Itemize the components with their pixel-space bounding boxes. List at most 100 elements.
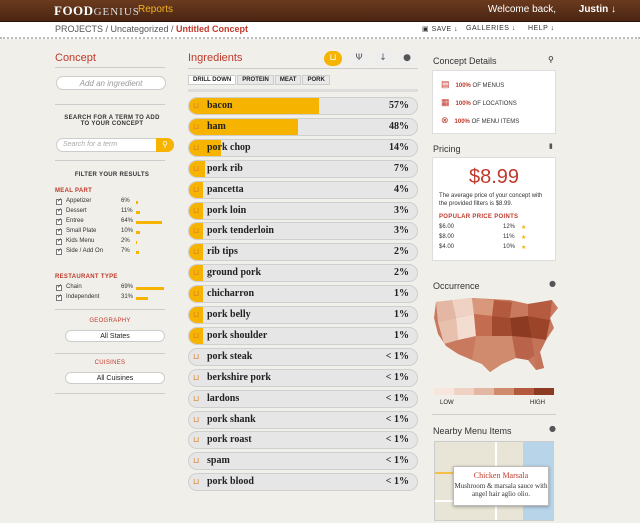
ingredient-pct: 2%: [394, 267, 409, 279]
ingredient-row[interactable]: ⊔ pork steak < 1%: [188, 347, 418, 366]
basket-icon[interactable]: ⊔: [193, 268, 200, 278]
filter-row[interactable]: ✓ Chain 69%: [56, 284, 166, 293]
ingredient-row[interactable]: ⊔ pork chop 14%: [188, 138, 418, 157]
ingredient-row[interactable]: ⊔ pork roast < 1%: [188, 431, 418, 450]
reports-link[interactable]: Reports: [138, 4, 174, 15]
checkbox[interactable]: ✓: [56, 284, 63, 291]
drill-crumb[interactable]: PORK: [302, 75, 330, 85]
search-input[interactable]: Search for a term ⚲: [56, 138, 174, 152]
basket-icon[interactable]: ⊔: [193, 351, 200, 361]
basket-icon[interactable]: ⊔: [193, 310, 200, 319]
basket-icon[interactable]: ⊔: [193, 393, 200, 403]
utensils-icon[interactable]: Ψ: [350, 51, 368, 66]
basket-icon[interactable]: ⊔: [193, 289, 200, 299]
galleries-button[interactable]: GALLERIES ↓: [466, 25, 516, 32]
ingredient-bar-fill: [189, 202, 203, 219]
basket-icon[interactable]: ⊔: [193, 414, 200, 424]
ingredient-pct: 7%: [394, 162, 409, 174]
filter-row[interactable]: ✓ Small Plate 10%: [56, 228, 166, 237]
checkbox[interactable]: ✓: [56, 248, 63, 255]
detail-row: ⊗ 100% OF MENU ITEMS: [441, 115, 519, 126]
basket-icon[interactable]: ⊔: [193, 330, 200, 340]
ingredient-pct: < 1%: [385, 392, 409, 404]
bar-chart-icon[interactable]: ▮: [549, 142, 553, 150]
ingredient-row[interactable]: ⊔ pork loin 3%: [188, 201, 418, 220]
filter-label: Small Plate: [66, 228, 97, 234]
nearby-map[interactable]: Chicken Marsala Mushroom & marsala sauce…: [434, 441, 554, 521]
comment-icon[interactable]: ●: [398, 51, 416, 66]
ingredient-row[interactable]: ⊔ ground pork 2%: [188, 264, 418, 283]
checkbox[interactable]: ✓: [56, 198, 63, 205]
checkbox[interactable]: ✓: [56, 228, 63, 235]
filter-bar: [136, 201, 139, 204]
logo[interactable]: FOODGENIUS: [54, 3, 140, 18]
drill-crumb[interactable]: PROTEIN: [237, 75, 274, 85]
basket-icon[interactable]: ⊔: [193, 184, 200, 194]
ingredient-name: pork rib: [207, 162, 243, 174]
map-region: [510, 316, 532, 338]
ingredient-row[interactable]: ⊔ pork blood < 1%: [188, 473, 418, 492]
basket-icon[interactable]: ⊔: [193, 435, 200, 445]
ingredient-name: pork shank: [207, 413, 256, 425]
ingredient-row[interactable]: ⊔ pork tenderloin 3%: [188, 222, 418, 241]
filter-row[interactable]: ✓ Entree 64%: [56, 218, 166, 227]
filter-row[interactable]: ✓ Dessert 11%: [56, 208, 166, 217]
filter-label: Side / Add On: [66, 248, 104, 254]
map-pin-icon[interactable]: ●: [549, 279, 556, 288]
checkbox[interactable]: ✓: [56, 218, 63, 225]
cuisines-select[interactable]: All Cuisines: [65, 372, 165, 384]
filter-bar: [136, 251, 139, 254]
sort-icon[interactable]: ↓: [374, 51, 392, 66]
basket-icon[interactable]: ⊔: [193, 372, 200, 382]
detail-value: 100%: [455, 101, 471, 107]
checkbox[interactable]: ✓: [56, 294, 63, 301]
ingredient-row[interactable]: ⊔ berkshire pork < 1%: [188, 368, 418, 387]
basket-icon[interactable]: ⊔: [193, 477, 200, 487]
geography-select[interactable]: All States: [65, 330, 165, 342]
search-icon[interactable]: ⚲: [548, 55, 554, 64]
ingredient-row[interactable]: ⊔ pork belly 1%: [188, 306, 418, 324]
ingredient-row[interactable]: ⊔ pancetta 4%: [188, 180, 418, 199]
filter-row[interactable]: ✓ Side / Add On 7%: [56, 248, 166, 257]
checkbox[interactable]: ✓: [56, 208, 63, 215]
filter-bar: [136, 231, 140, 234]
help-button[interactable]: HELP ↓: [528, 25, 555, 32]
ingredient-row[interactable]: ⊔ pork rib 7%: [188, 159, 418, 178]
basket-icon[interactable]: ⊔: [193, 101, 200, 110]
ingredient-name: ground pork: [207, 267, 262, 279]
map-pin-icon[interactable]: ●: [549, 424, 556, 433]
concept-title: Concept: [55, 52, 96, 64]
us-heat-map[interactable]: [432, 294, 560, 376]
basket-view-icon[interactable]: ⊔: [324, 51, 342, 66]
breadcrumb[interactable]: PROJECTS / Uncategorized / Untitled Conc…: [55, 24, 249, 34]
search-icon[interactable]: ⚲: [156, 138, 174, 152]
basket-icon[interactable]: ⊔: [193, 247, 200, 257]
ingredient-bar-fill: [189, 265, 203, 282]
ingredient-row[interactable]: ⊔ spam < 1%: [188, 452, 418, 471]
ingredient-row[interactable]: ⊔ bacon 57%: [188, 97, 418, 115]
checkbox[interactable]: ✓: [56, 238, 63, 245]
basket-icon[interactable]: ⊔: [193, 226, 200, 236]
ingredient-row[interactable]: ⊔ lardons < 1%: [188, 389, 418, 408]
filter-row[interactable]: ✓ Appetizer 6%: [56, 198, 166, 207]
ingredient-row[interactable]: ⊔ rib tips 2%: [188, 243, 418, 262]
detail-label: OF LOCATIONS: [470, 101, 517, 107]
ingredient-row[interactable]: ⊔ pork shank < 1%: [188, 410, 418, 429]
basket-icon[interactable]: ⊔: [193, 142, 200, 152]
add-ingredient-field[interactable]: Add an ingredient: [56, 76, 166, 90]
breadcrumb-bar: PROJECTS / Uncategorized / Untitled Conc…: [0, 22, 640, 39]
filter-row[interactable]: ✓ Independent 31%: [56, 294, 166, 303]
drill-crumb[interactable]: MEAT: [274, 75, 302, 85]
basket-icon[interactable]: ⊔: [193, 205, 200, 215]
basket-icon[interactable]: ⊔: [193, 163, 200, 173]
ingredient-row[interactable]: ⊔ ham 48%: [188, 117, 418, 136]
ingredient-row[interactable]: ⊔ pork shoulder 1%: [188, 326, 418, 345]
basket-icon[interactable]: ⊔: [193, 121, 200, 131]
filter-row[interactable]: ✓ Kids Menu 2%: [56, 238, 166, 247]
user-menu[interactable]: Justin ↓: [578, 4, 616, 15]
menu-item-popup[interactable]: Chicken Marsala Mushroom & marsala sauce…: [453, 466, 549, 506]
save-button[interactable]: ▣ SAVE ↓: [422, 26, 459, 33]
ingredient-pct: 1%: [394, 329, 409, 341]
ingredient-row[interactable]: ⊔ chicharron 1%: [188, 285, 418, 304]
basket-icon[interactable]: ⊔: [193, 456, 200, 466]
